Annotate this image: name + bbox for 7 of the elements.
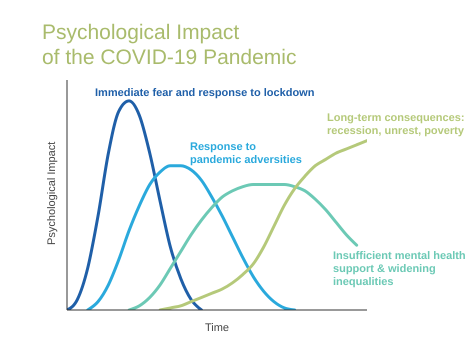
series-label: Long-term consequences: recession, unrest, poverty (327, 112, 465, 138)
series-label: Response to pandemic adversities (190, 141, 302, 167)
x-axis-title: Time (204, 322, 230, 334)
series-label: Insufficient mental health support & widening inequalities (333, 250, 466, 289)
y-axis-title: Psychological Impact (46, 142, 58, 245)
text: Immediate fear and response to lockdown (95, 87, 314, 100)
chart-title: Psychological Impact of the COVID-19 Pandemic (42, 20, 296, 70)
